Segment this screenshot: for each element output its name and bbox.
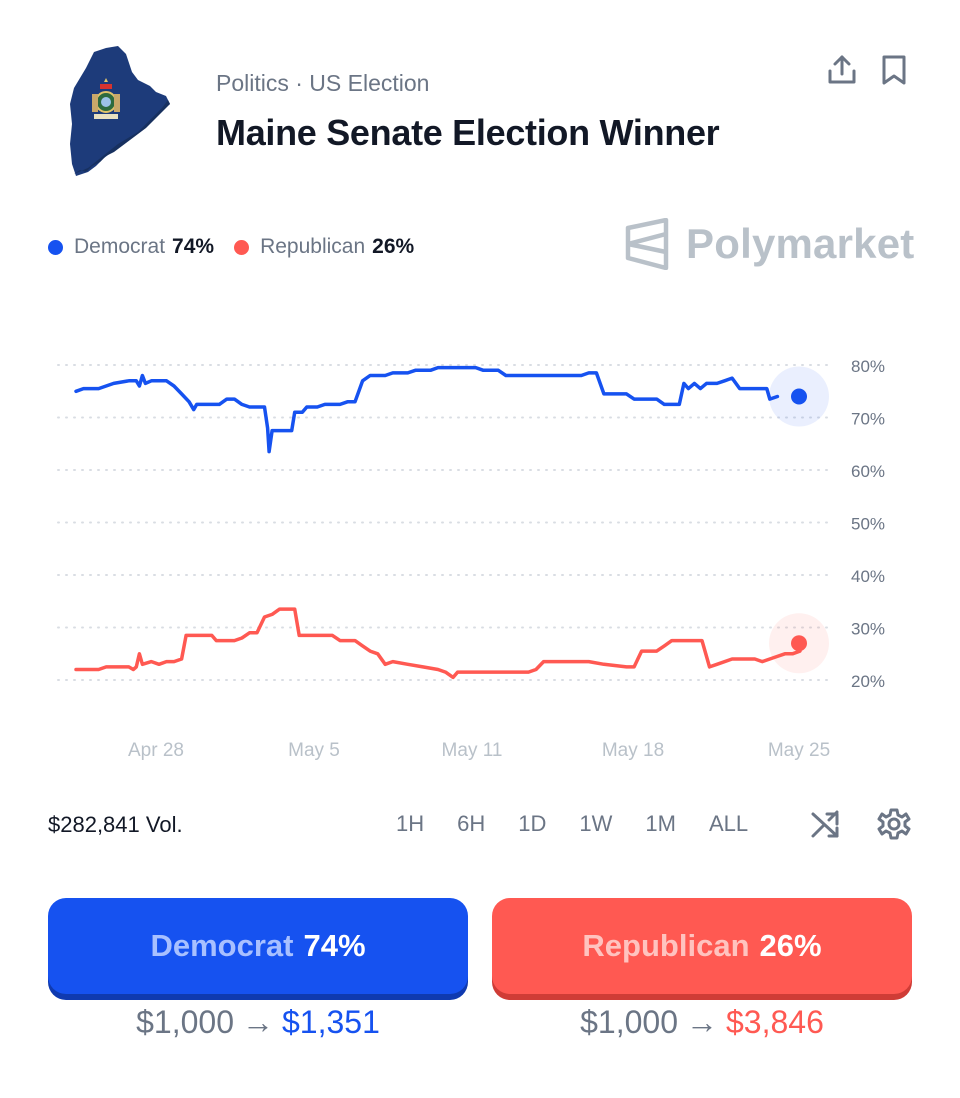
brand-name: Polymarket [686,220,915,267]
buy-republican-name: Republican [582,928,750,963]
y-tick-label: 60% [851,462,885,481]
payout-democrat-to: $1,351 [282,1004,380,1040]
y-tick-label: 50% [851,515,885,534]
buy-democrat-pct: 74% [303,928,366,963]
x-tick-label: May 25 [768,740,830,761]
shuffle-icon[interactable] [808,806,844,842]
legend-democrat: Democrat 74% [48,235,214,259]
series-end-dot-republican [791,635,807,652]
price-chart-svg[interactable]: 80% 70% 60% 50% 40% 30% 20% Apr 28 May 5 May 11 Ma… [0,330,960,770]
maine-map-icon [66,44,172,178]
polymarket-logo-icon [625,218,669,270]
payout-republican-to: $3,846 [726,1004,824,1040]
legend-democrat-name: Democrat [74,235,166,258]
time-range-selector: 1H 6H 1D 1W 1M ALL [396,806,781,842]
x-tick-label: May 11 [442,740,503,761]
payout-democrat-from: $1,000 [136,1004,234,1040]
y-tick-label: 30% [851,620,885,639]
range-6h[interactable]: 6H [457,811,486,836]
x-tick-label: May 18 [602,740,664,761]
x-tick-label: Apr 28 [128,740,184,761]
series-line-democrat [74,365,780,454]
payout-democrat-arrow: → [242,1004,274,1040]
y-tick-label: 70% [851,410,885,429]
legend-republican-name: Republican [260,235,366,258]
range-1h[interactable]: 1H [396,811,425,836]
buy-democrat-button[interactable]: Democrat 74% [48,898,468,994]
share-icon[interactable] [824,52,860,88]
buy-democrat-name: Democrat [150,928,294,963]
legend-republican-value: 26% [372,235,415,258]
payout-democrat: $1,000 → $1,351 [48,1004,468,1041]
buy-republican-button[interactable]: Republican 26% [492,898,912,994]
range-1d[interactable]: 1D [518,811,547,836]
payout-republican: $1,000 → $3,846 [492,1004,912,1041]
buy-republican-pct: 26% [759,928,822,963]
gear-icon[interactable] [876,806,912,842]
y-tick-label: 40% [851,567,885,586]
payout-republican-arrow: → [686,1004,718,1040]
range-all[interactable]: ALL [708,811,749,836]
range-1m[interactable]: 1M [645,811,676,836]
chart-legend: Democrat 74% Republican 26% [48,232,434,262]
x-tick-label: May 5 [288,740,340,761]
price-chart[interactable]: 80% 70% 60% 50% 40% 30% 20% Apr 28 May 5 May 11 Ma… [0,330,960,770]
market-category: Politics · US Election [216,70,430,96]
y-tick-label: 20% [851,672,885,691]
volume-label: $282,841 Vol. [48,812,183,837]
y-tick-label: 80% [851,357,885,376]
legend-dot-republican [234,239,250,255]
bookmark-icon[interactable] [876,52,912,88]
market-title: Maine Senate Election Winner [216,112,720,153]
series-line-republican [74,607,802,680]
chart-controls: $282,841 Vol. 1H 6H 1D 1W 1M ALL [0,800,960,850]
series-end-dot-democrat [791,388,807,405]
legend-democrat-value: 74% [172,235,215,258]
legend-republican: Republican 26% [234,235,414,259]
market-header: Politics · US Election Maine Senate Elec… [0,0,960,200]
range-1w[interactable]: 1W [579,811,613,836]
payout-republican-from: $1,000 [580,1004,678,1040]
polymarket-logo: Polymarket [624,214,914,274]
legend-dot-democrat [48,239,63,255]
